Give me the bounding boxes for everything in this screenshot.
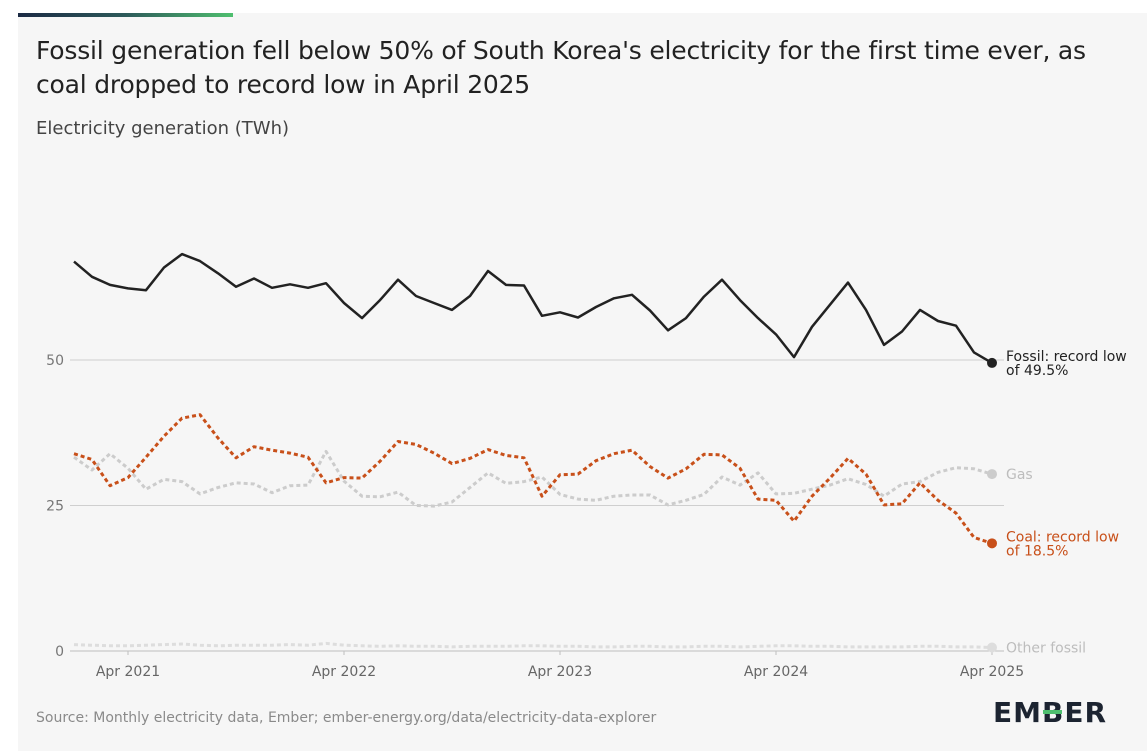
series-end-label-gas: Gas [1006,467,1033,483]
x-tick-label: Apr 2024 [744,664,808,680]
series-end-label-other-fossil: Other fossil [1006,641,1086,657]
x-tick-label: Apr 2023 [528,664,592,680]
x-tick-label: Apr 2021 [96,664,160,680]
series-end-label-coal: of 18.5% [1006,543,1068,559]
source-note: Source: Monthly electricity data, Ember;… [36,710,657,726]
series-line-fossil [73,252,993,364]
chart-card [18,13,1147,751]
series-end-label-coal: Coal: record low [1006,529,1119,545]
y-tick-label: 25 [46,499,64,515]
series-end-point-other-fossil [987,642,997,653]
chart-title: Fossil generation fell below 50% of Sout… [36,36,1086,99]
series-end-point-fossil [987,357,997,368]
brand-accent-bar [18,13,233,17]
series-end-label-fossil: Fossil: record low [1006,349,1127,365]
x-tick-label: Apr 2025 [960,664,1024,680]
y-tick-label: 0 [55,644,64,660]
series-end-point-coal [987,538,997,549]
y-axis-unit-label: Electricity generation (TWh) [36,118,289,139]
series-end-point-gas [987,469,997,480]
series-line-other-fossil [73,641,993,649]
x-tick-label: Apr 2022 [312,664,376,680]
series-line-gas [73,449,993,508]
series-end-label-fossil: of 49.5% [1006,363,1068,379]
y-tick-label: 50 [46,353,64,369]
ember-logo: EMBER [993,696,1108,729]
series-line-coal [73,413,993,545]
